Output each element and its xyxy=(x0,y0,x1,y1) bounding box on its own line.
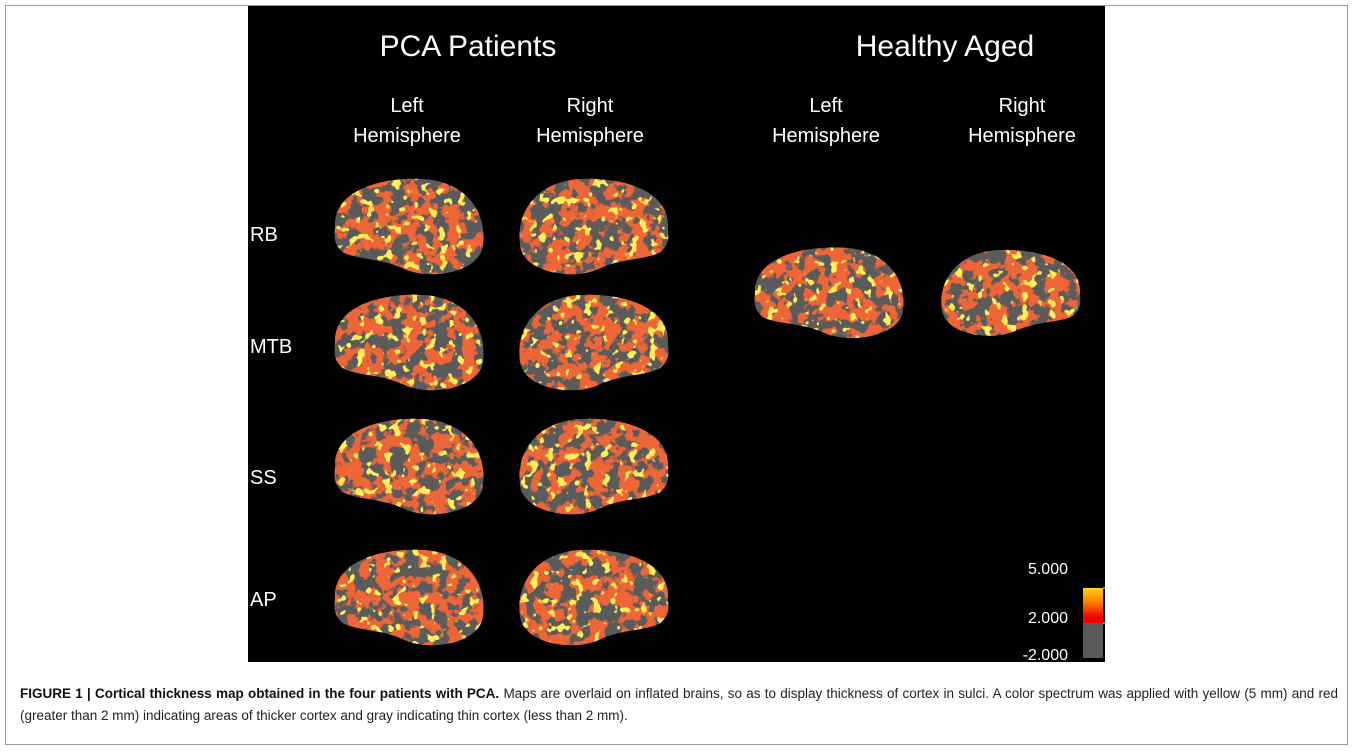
column-header: Left xyxy=(809,95,843,117)
brain-thick-spots xyxy=(519,549,669,646)
colorbar-label: 2.000 xyxy=(1028,610,1068,627)
colorbar xyxy=(1083,588,1103,658)
column-header: Hemisphere xyxy=(536,125,644,147)
brain-thick-spots xyxy=(334,549,484,646)
brain-thick-spots xyxy=(334,418,484,515)
column-header: Right xyxy=(999,95,1046,117)
row-label: SS xyxy=(250,467,277,489)
caption-text: Maps are overlaid on inflated brains, so… xyxy=(20,686,1338,723)
figure-frame xyxy=(5,5,1348,745)
column-header: Hemisphere xyxy=(772,125,880,147)
caption: FIGURE 1 | Cortical thickness map obtain… xyxy=(20,683,1338,727)
brain-thick-spots xyxy=(519,418,669,515)
colorbar-label: 5.000 xyxy=(1028,561,1068,578)
brain-maps xyxy=(334,178,1081,646)
brain-thick-spots xyxy=(941,249,1081,336)
brain-thick-spots xyxy=(334,178,484,275)
column-header: Left xyxy=(390,95,424,117)
caption-label: FIGURE 1 | Cortical thickness map obtain… xyxy=(20,686,500,701)
brain-thick-spots xyxy=(754,247,904,339)
column-header: Right xyxy=(567,95,614,117)
figure-panel: PCA Patients Healthy Aged Left Hemisphere Ri… xyxy=(248,6,1105,662)
brain-thick-spots xyxy=(519,294,669,391)
group-title: Healthy Aged xyxy=(856,30,1034,63)
column-header: Hemisphere xyxy=(968,125,1076,147)
group-title: PCA Patients xyxy=(380,30,557,63)
row-label: MTB xyxy=(250,336,292,358)
colorbar-label: -2.000 xyxy=(1023,647,1068,662)
row-label: RB xyxy=(250,224,278,246)
brain-thick-spots xyxy=(519,178,669,275)
column-header: Hemisphere xyxy=(353,125,461,147)
row-label: AP xyxy=(250,589,277,611)
brain-thick-spots xyxy=(334,294,484,391)
